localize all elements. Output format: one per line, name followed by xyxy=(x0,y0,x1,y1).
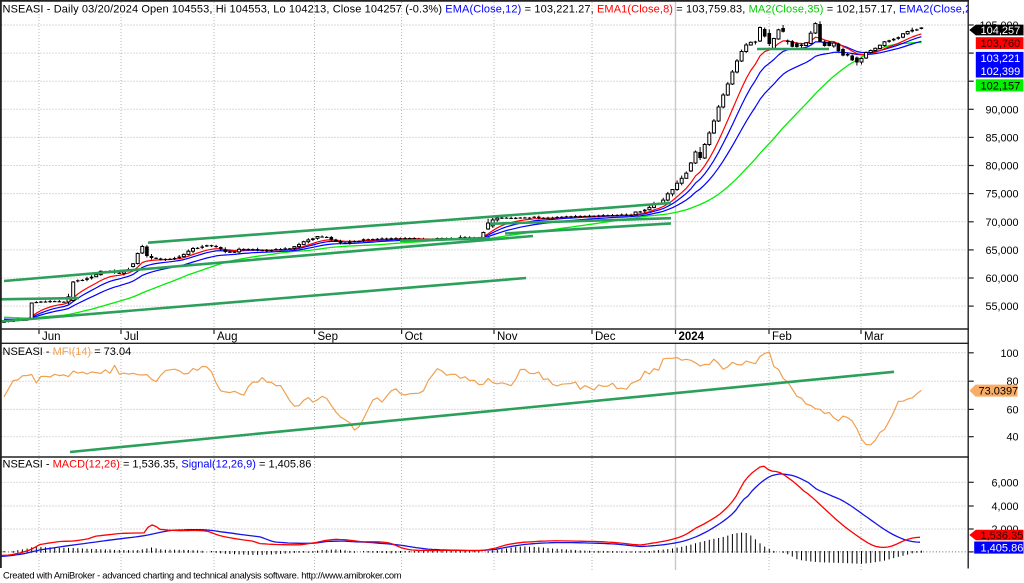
svg-text:Dec: Dec xyxy=(595,331,616,343)
svg-text:NSEASI - MFI(14) = 73.04: NSEASI - MFI(14) = 73.04 xyxy=(3,346,132,358)
svg-text:Created with AmiBroker - advan: Created with AmiBroker - advanced charti… xyxy=(3,570,402,581)
svg-text:Oct: Oct xyxy=(405,331,424,343)
svg-text:90,000: 90,000 xyxy=(985,104,1018,116)
svg-text:40: 40 xyxy=(1006,432,1018,444)
svg-text:102,399: 102,399 xyxy=(981,66,1021,78)
svg-text:2024: 2024 xyxy=(679,331,705,343)
svg-text:85,000: 85,000 xyxy=(985,132,1018,144)
svg-text:100: 100 xyxy=(1000,348,1018,360)
svg-text:60: 60 xyxy=(1006,404,1018,416)
svg-text:NSEASI - Daily 03/20/2024 Open: NSEASI - Daily 03/20/2024 Open 104553, H… xyxy=(3,4,982,16)
svg-text:104,257: 104,257 xyxy=(981,25,1021,37)
svg-text:Sep: Sep xyxy=(318,331,338,343)
svg-text:1,405.86: 1,405.86 xyxy=(981,543,1024,555)
svg-text:4,000: 4,000 xyxy=(991,501,1018,513)
svg-text:75,000: 75,000 xyxy=(985,189,1018,201)
svg-text:70,000: 70,000 xyxy=(985,217,1018,229)
svg-text:80,000: 80,000 xyxy=(985,161,1018,173)
svg-text:60,000: 60,000 xyxy=(985,273,1018,285)
svg-text:55,000: 55,000 xyxy=(985,301,1018,313)
svg-text:NSEASI - MACD(12,26) = 1,536: NSEASI - MACD(12,26) = 1,536.35, Signal(… xyxy=(3,459,312,471)
svg-text:Jun: Jun xyxy=(42,331,61,343)
svg-text:103,760: 103,760 xyxy=(981,38,1021,50)
svg-text:Nov: Nov xyxy=(497,331,518,343)
svg-text:6,000: 6,000 xyxy=(991,477,1018,489)
svg-text:Aug: Aug xyxy=(217,331,237,343)
svg-text:65,000: 65,000 xyxy=(985,245,1018,257)
svg-text:102,157: 102,157 xyxy=(981,80,1021,92)
svg-text:103,221: 103,221 xyxy=(981,53,1021,65)
svg-text:Jul: Jul xyxy=(124,331,139,343)
svg-text:Mar: Mar xyxy=(864,331,884,343)
svg-text:1,536.35: 1,536.35 xyxy=(981,530,1024,542)
svg-text:73.0397: 73.0397 xyxy=(979,386,1019,398)
svg-text:Feb: Feb xyxy=(772,331,792,343)
